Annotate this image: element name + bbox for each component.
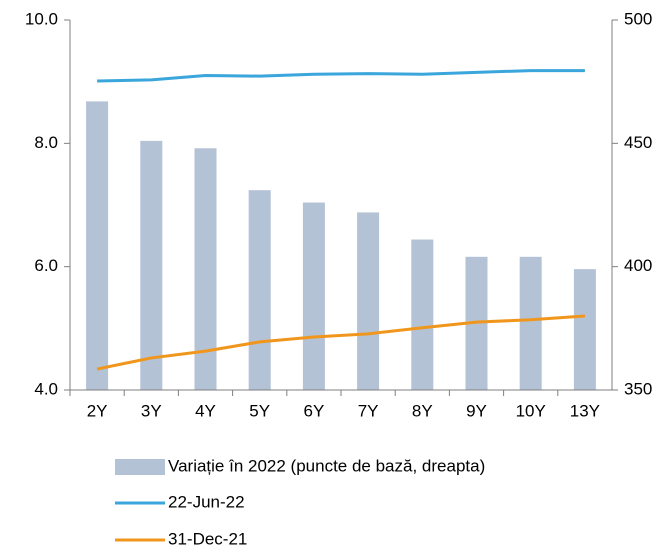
bar [357,212,380,390]
legend-swatch [115,459,165,475]
y2-tick-label: 450 [624,133,652,152]
bar [573,269,596,390]
bar [248,190,271,390]
legend-label: Variație în 2022 (puncte de bază, dreapt… [168,456,485,475]
y2-tick-label: 350 [624,379,652,398]
bar [140,140,163,390]
y-tick-label: 4.0 [34,379,58,398]
x-tick-label: 8Y [412,401,433,420]
y2-tick-label: 500 [624,9,652,28]
legend-label: 22-Jun-22 [168,492,245,511]
line [96,314,586,371]
x-tick-label: 7Y [358,401,379,420]
x-tick-label: 5Y [249,401,270,420]
x-tick-label: 13Y [570,401,600,420]
y-tick-label: 6.0 [34,256,58,275]
x-tick-label: 9Y [466,401,487,420]
x-tick-label: 4Y [195,401,216,420]
y-tick-label: 10.0 [25,9,58,28]
bar [411,239,434,390]
x-tick-label: 6Y [304,401,325,420]
y-tick-label: 8.0 [34,133,58,152]
bar [519,256,542,390]
bar [302,202,325,390]
legend-label: 31-Dec-21 [168,529,247,548]
bar [194,148,217,390]
x-tick-label: 10Y [516,401,546,420]
y2-tick-label: 400 [624,256,652,275]
x-tick-label: 2Y [87,401,108,420]
line [97,69,585,83]
bar [86,101,109,391]
x-tick-label: 3Y [141,401,162,420]
